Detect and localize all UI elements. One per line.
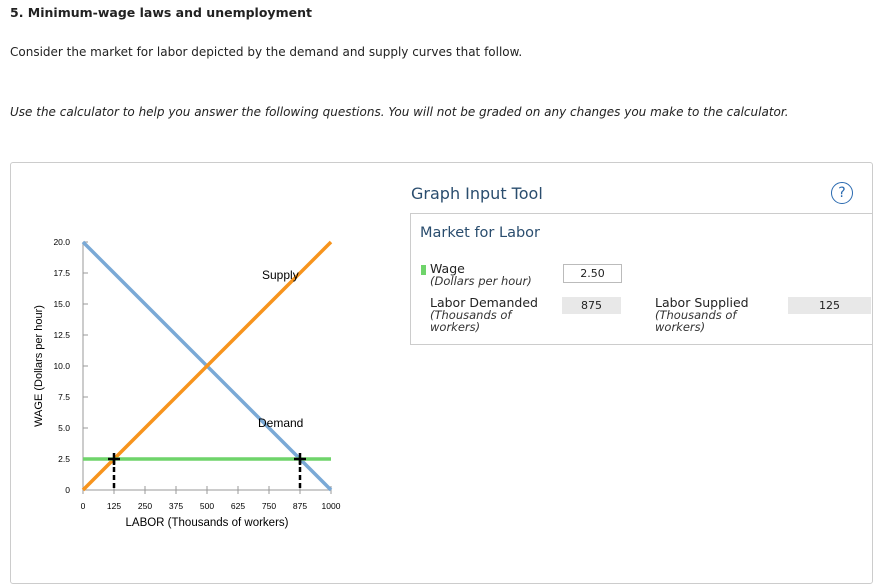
curve-label: Supply [262, 268, 299, 282]
wage-unit: (Dollars per hour) [430, 274, 532, 288]
supplied-value: 125 [788, 297, 871, 314]
x-tick-label: 500 [200, 501, 214, 511]
y-tick-label: 5.0 [58, 423, 70, 433]
y-tick-label: 0 [65, 485, 70, 495]
x-tick-label: 0 [81, 501, 86, 511]
y-tick-label: 15.0 [53, 299, 70, 309]
x-tick-label: 375 [169, 501, 183, 511]
question-title: 5. Minimum-wage laws and unemployment [10, 5, 312, 20]
x-tick-label: 875 [293, 501, 307, 511]
intro-text: Consider the market for labor depicted b… [10, 45, 523, 59]
x-tick-label: 250 [138, 501, 152, 511]
demanded-value: 875 [562, 297, 621, 314]
help-button[interactable]: ? [831, 182, 853, 204]
demanded-label: Labor Demanded [430, 295, 538, 310]
series-line [81, 240, 333, 492]
x-tick-label: 1000 [322, 501, 341, 511]
demanded-unit: (Thousands of workers) [430, 308, 512, 334]
intercept-marker [108, 453, 120, 465]
wage-swatch [421, 265, 426, 275]
chart: WAGE (Dollars per hour) LABOR (Thousands… [33, 237, 341, 529]
page: 5. Minimum-wage laws and unemployment Co… [10, 5, 873, 584]
y-tick-label: 10.0 [53, 361, 70, 371]
wage-label: Wage [430, 261, 465, 276]
x-tick-label: 750 [262, 501, 276, 511]
intercept-marker [294, 453, 306, 465]
tool-title: Graph Input Tool [411, 184, 543, 203]
supplied-label: Labor Supplied [655, 295, 749, 310]
y-tick-label: 20.0 [53, 237, 70, 247]
curve-label: Demand [258, 416, 303, 430]
y-tick-label: 17.5 [53, 268, 70, 278]
wage-input[interactable]: 2.50 [563, 264, 622, 283]
panel-title: Market for Labor [420, 225, 541, 241]
y-tick-label: 7.5 [58, 392, 70, 402]
input-panel [410, 213, 872, 345]
x-tick-label: 625 [231, 501, 245, 511]
x-tick-label: 125 [107, 501, 121, 511]
y-tick-label: 2.5 [58, 454, 70, 464]
x-axis-label: LABOR (Thousands of workers) [126, 517, 289, 529]
y-axis-label: WAGE (Dollars per hour) [33, 305, 45, 427]
instruction-text: Use the calculator to help you answer th… [10, 105, 789, 119]
supplied-unit: (Thousands of workers) [655, 308, 737, 334]
y-tick-label: 12.5 [53, 330, 70, 340]
